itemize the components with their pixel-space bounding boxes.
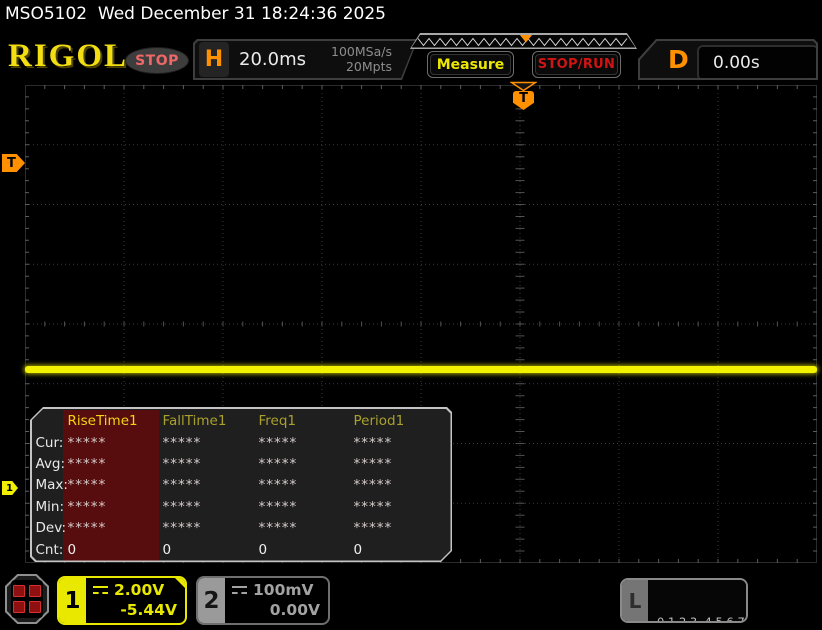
channel1-trace [25,366,817,373]
meas-header-freq1[interactable]: Freq1 [258,413,297,430]
logic-channels-badge[interactable]: L 0 1 2 3 4 5 6 7 8 9 1011 12131415 [620,578,748,623]
timebase-value: 20.0ms [239,49,306,70]
trigger-level-marker[interactable]: T [2,154,25,172]
horizontal-tab: H [199,42,229,77]
channel1-offset-marker[interactable]: 1 [2,481,18,495]
logic-label: L [622,580,648,621]
overview-trigger-position-icon [520,35,533,43]
delay-panel[interactable]: D 0.00s [638,39,818,80]
channel1-badge[interactable]: 1 2.00V -5.44V [57,576,187,625]
meas-value: ***** [353,498,393,515]
rigol-logo: RIGOL [8,38,129,74]
meas-value: ***** [67,477,107,494]
sample-rate: 100MSa/s [331,44,392,59]
dc-coupling-icon [232,586,247,594]
model-and-datetime: MSO5102 Wed December 31 18:24:36 2025 [5,4,386,24]
measure-button-label: Measure [436,56,505,73]
meas-row-label: Cur: [35,434,64,451]
meas-value: ***** [67,434,107,451]
meas-row-label: Cnt: [35,541,64,558]
channel1-number: 1 [59,578,86,623]
meas-count: 0 [353,541,363,558]
measure-button[interactable]: Measure [427,51,514,78]
horizontal-panel[interactable]: H 20.0ms 100MSa/s 20Mpts [193,39,418,80]
meas-header-risetime1[interactable]: RiseTime1 [67,413,138,430]
trigger-position-marker[interactable]: T [513,91,534,110]
meas-row-label: Max: [35,477,68,494]
meas-row-label: Avg: [35,455,66,472]
delay-value: 0.00s [713,53,760,73]
selected-measurement-column-highlight [63,410,159,562]
meas-value: ***** [258,477,298,494]
meas-value: ***** [162,520,202,537]
run-state-badge: STOP [125,47,189,74]
delay-value-box: 0.00s [697,45,819,81]
meas-count: 0 [258,541,268,558]
meas-value: ***** [353,434,393,451]
meas-value: ***** [353,520,393,537]
delay-label: D [668,45,689,74]
meas-row-label: Dev: [35,520,67,537]
meas-value: ***** [258,434,298,451]
channel2-scale: 100mV [253,581,314,599]
channel2-badge[interactable]: 2 100mV 0.00V [196,576,330,625]
meas-value: ***** [258,498,298,515]
trigger-position-triangle-icon [510,81,537,92]
meas-value: ***** [162,455,202,472]
meas-header-period1[interactable]: Period1 [353,413,405,430]
logic-channel-numbers: 0 1 2 3 4 5 6 7 8 9 1011 12131415 [648,580,746,621]
run-state-label: STOP [135,52,179,69]
meas-value: ***** [67,498,107,515]
stop-run-button-label: STOP/RUN [537,57,616,72]
dc-coupling-icon [93,586,108,594]
meas-value: ***** [353,477,393,494]
menu-grid-icon [11,580,43,618]
main-menu-button[interactable] [5,574,49,624]
meas-value: ***** [162,477,202,494]
overview-waveform-icon [412,35,636,48]
acquisition-info: 100MSa/s 20Mpts [331,44,392,74]
meas-header-falltime1[interactable]: FallTime1 [162,413,227,430]
horizontal-label: H [204,47,224,72]
meas-value: ***** [353,455,393,472]
channel1-scale: 2.00V [114,581,165,599]
channel1-offset: -5.44V [120,601,177,619]
meas-row-label: Min: [35,498,65,515]
waveform-overview-bar[interactable] [410,33,637,49]
meas-value: ***** [258,520,298,537]
meas-value: ***** [67,520,107,537]
channel2-offset: 0.00V [269,601,320,619]
measurement-table[interactable]: RiseTime1 FallTime1 Freq1 Period1 Cur: *… [30,407,452,562]
meas-count: 0 [67,541,77,558]
stop-run-button[interactable]: STOP/RUN [532,51,621,78]
meas-value: ***** [67,455,107,472]
meas-count: 0 [162,541,172,558]
memory-depth: 20Mpts [345,59,392,74]
channel2-number: 2 [198,578,225,623]
meas-value: ***** [258,455,298,472]
meas-value: ***** [162,498,202,515]
meas-value: ***** [162,434,202,451]
